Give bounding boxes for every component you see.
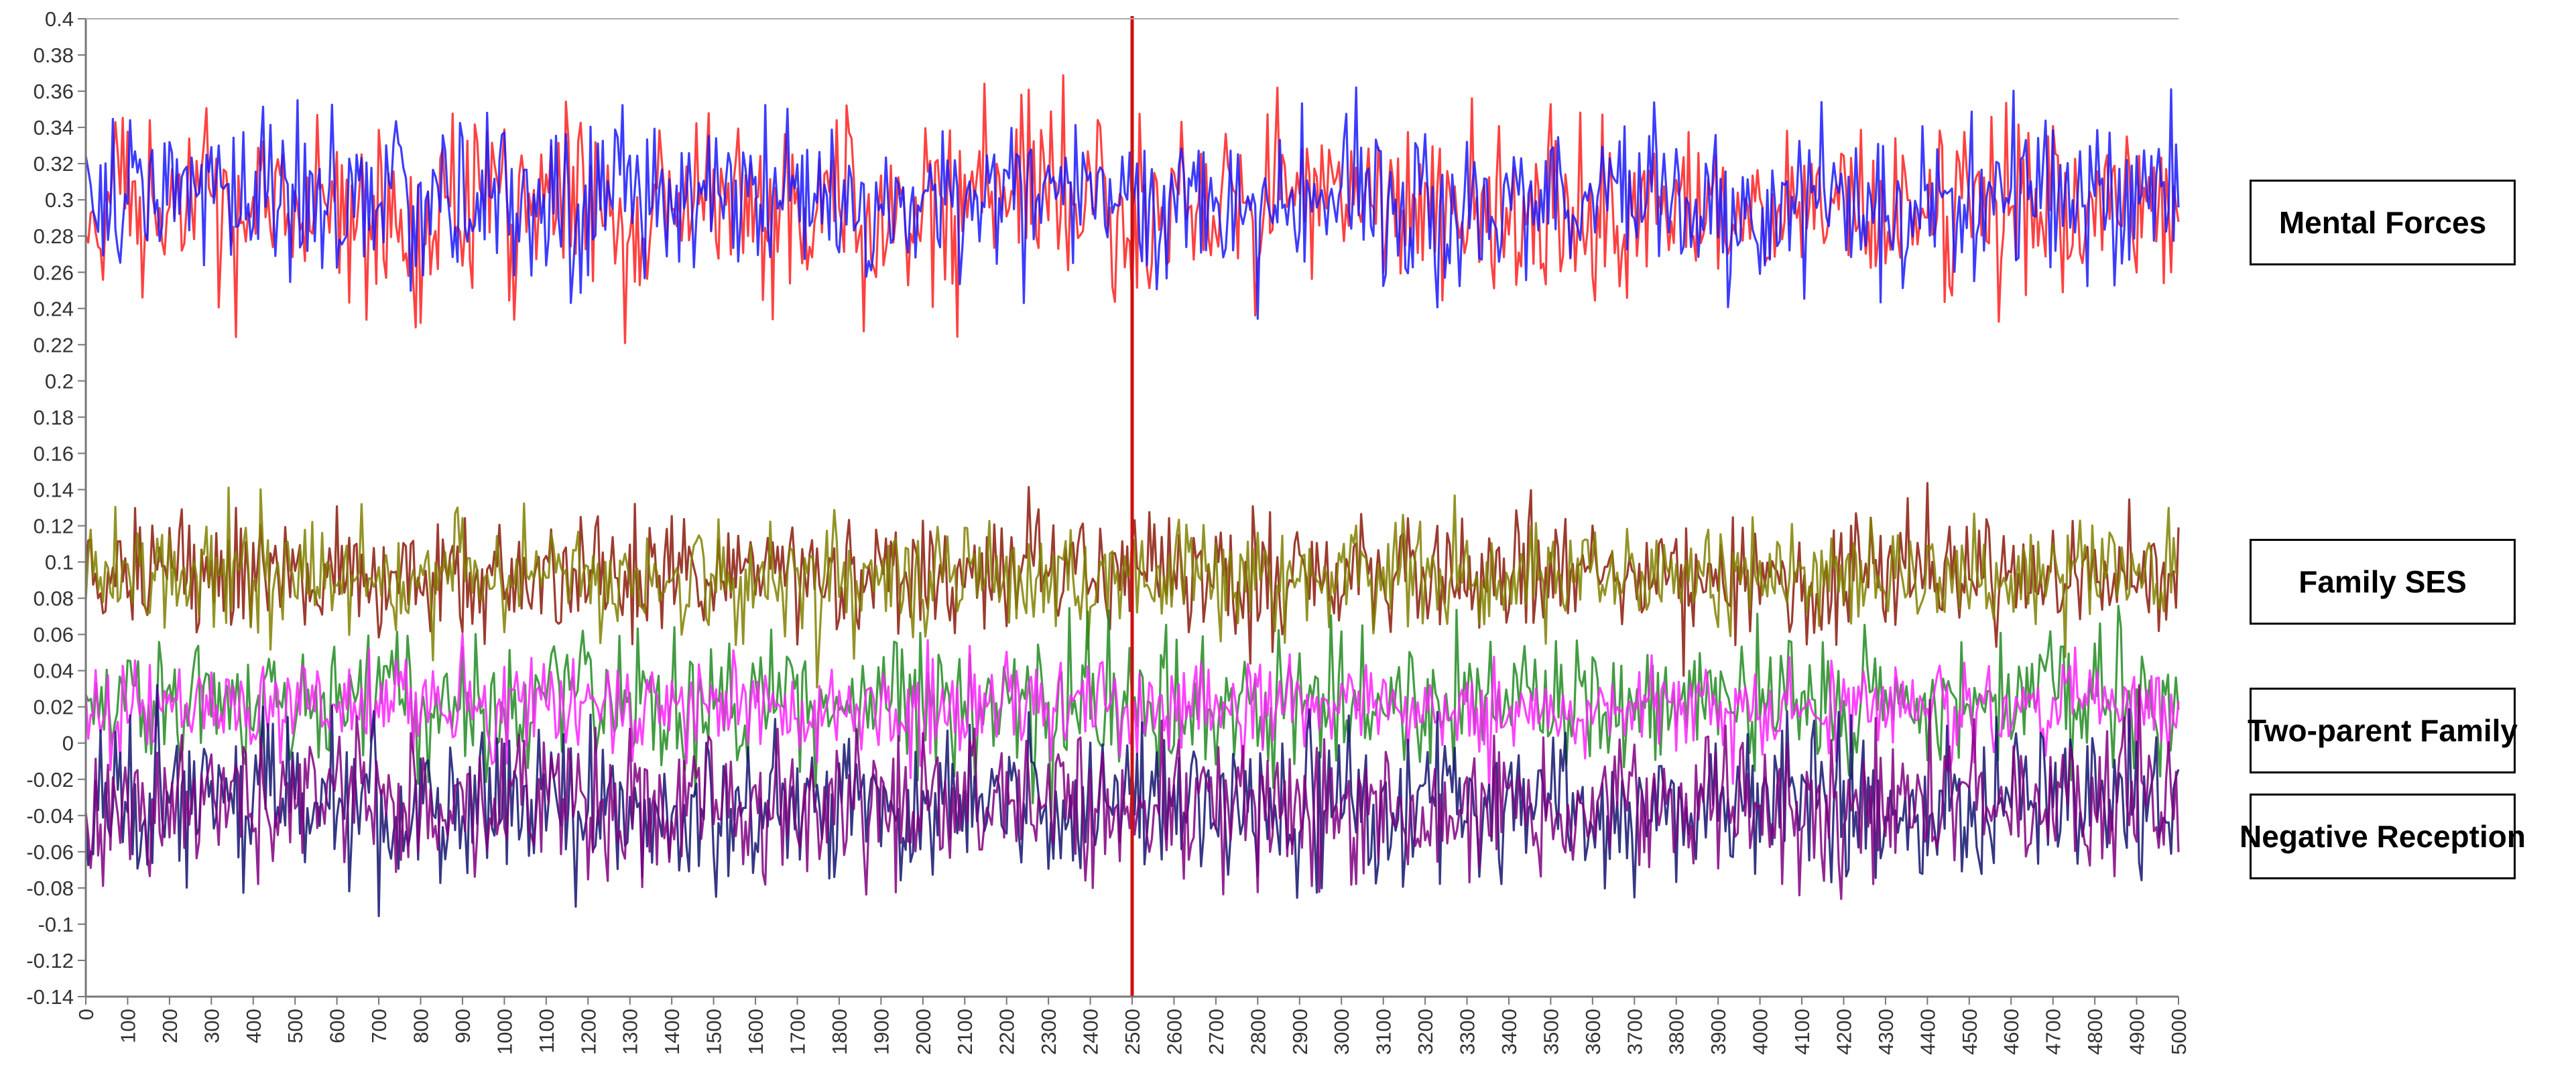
x-tick-label: 3300 [1456, 1009, 1479, 1055]
y-tick-label: -0.12 [26, 949, 74, 972]
y-tick-label: 0.1 [45, 551, 74, 574]
x-tick-label: 4800 [2083, 1009, 2107, 1055]
x-tick-label: 3800 [1665, 1009, 1689, 1055]
y-tick-label: 0.36 [34, 80, 74, 103]
y-tick-label: 0.4 [45, 7, 74, 31]
label-mental-forces: Mental Forces [2250, 180, 2516, 265]
y-tick-label: -0.08 [26, 877, 74, 900]
y-tick-label: -0.1 [38, 913, 74, 936]
x-tick-label: 2000 [912, 1009, 935, 1055]
x-tick-label: 2300 [1037, 1009, 1060, 1055]
label-negative-reception-text: Negative Reception [2240, 819, 2526, 854]
x-tick-label: 4300 [1874, 1009, 1898, 1055]
x-tick-label: 3000 [1330, 1009, 1353, 1055]
x-tick-label: 2600 [1162, 1009, 1186, 1055]
x-tick-label: 500 [284, 1009, 307, 1044]
y-tick-label: 0.3 [45, 188, 74, 212]
y-tick-label: -0.06 [26, 840, 74, 864]
x-tick-label: 3200 [1414, 1009, 1437, 1055]
y-tick-label: -0.04 [26, 804, 74, 828]
y-tick-label: 0.12 [34, 515, 74, 538]
y-tick-label: 0.34 [34, 116, 74, 139]
y-tick-label: 0.02 [34, 696, 74, 719]
x-tick-label: 1200 [576, 1009, 600, 1055]
x-tick-label: 2800 [1246, 1009, 1270, 1055]
x-tick-label: 3900 [1707, 1009, 1730, 1055]
x-tick-label: 2900 [1288, 1009, 1312, 1055]
y-tick-label: -0.02 [26, 768, 74, 792]
y-tick-label: 0.04 [34, 659, 74, 683]
x-tick-label: 4700 [2042, 1009, 2065, 1055]
x-tick-label: 1500 [702, 1009, 726, 1055]
x-tick-label: 1100 [535, 1009, 558, 1054]
y-tick-label: 0.18 [34, 405, 74, 429]
x-tick-label: 900 [451, 1009, 475, 1044]
y-tick-label: 0.14 [34, 478, 74, 501]
label-two-parent-family: Two-parent Family [2248, 688, 2518, 773]
x-tick-label: 2200 [995, 1009, 1019, 1055]
x-tick-label: 800 [410, 1009, 433, 1044]
y-tick-label: 0.16 [34, 442, 74, 465]
y-tick-label: 0.22 [34, 333, 74, 357]
x-tick-label: 2700 [1205, 1009, 1228, 1055]
label-family-ses: Family SES [2250, 539, 2516, 625]
x-tick-label: 100 [116, 1009, 139, 1044]
y-tick-label: 0.06 [34, 623, 74, 647]
x-tick-label: 400 [242, 1009, 265, 1044]
x-tick-label: 1000 [493, 1009, 516, 1055]
axis-layer: 0.4 0.38 0.36 0.34 0.32 0.3 0.28 0.26 0.24 0.22 0.… [26, 7, 2191, 1055]
label-two-parent-family-text: Two-parent Family [2248, 713, 2518, 748]
y-tick-label: 0.24 [34, 297, 74, 320]
x-tick-label: 4100 [1790, 1009, 1814, 1055]
y-tick-label: 0.38 [34, 44, 74, 67]
x-tick-label: 4400 [1916, 1009, 1939, 1055]
x-tick-label: 1700 [786, 1009, 809, 1055]
y-tick-label: 0 [62, 732, 74, 755]
x-tick-label: 2400 [1079, 1009, 1103, 1055]
x-tick-label: 0 [74, 1009, 98, 1020]
y-tick-label: 0.2 [45, 369, 74, 393]
x-tick-label: 4900 [2126, 1009, 2149, 1055]
x-tick-label: 1400 [660, 1009, 684, 1055]
x-tick-label: 300 [200, 1009, 223, 1044]
x-tick-label: 4600 [2000, 1009, 2023, 1055]
x-tick-label: 3100 [1372, 1009, 1396, 1055]
x-tick-label: 1300 [619, 1009, 642, 1055]
x-tick-label: 3400 [1497, 1009, 1521, 1055]
label-mental-forces-text: Mental Forces [2278, 205, 2487, 240]
y-tick-label: 0.26 [34, 261, 74, 284]
x-tick-label: 1800 [828, 1009, 851, 1055]
y-tick-label: 0.32 [34, 152, 74, 176]
y-tick-label: -0.14 [26, 985, 74, 1009]
x-tick-label: 200 [158, 1009, 182, 1044]
x-tick-label: 4500 [1958, 1009, 1981, 1055]
y-tick-label: 0.08 [34, 587, 74, 611]
x-tick-label: 600 [326, 1009, 349, 1044]
x-tick-label: 1600 [744, 1009, 768, 1055]
x-tick-label: 3500 [1539, 1009, 1562, 1055]
x-tick-label: 2100 [953, 1009, 977, 1055]
y-tick-label: 0.28 [34, 225, 74, 248]
x-tick-label: 3600 [1581, 1009, 1605, 1055]
x-tick-label: 700 [367, 1009, 391, 1044]
x-tick-label: 2500 [1121, 1009, 1144, 1055]
label-negative-reception: Negative Reception [2240, 794, 2526, 879]
label-family-ses-text: Family SES [2298, 564, 2467, 599]
x-tick-label: 4200 [1832, 1009, 1855, 1055]
x-tick-label: 5000 [2167, 1009, 2191, 1055]
x-tick-label: 1900 [869, 1009, 893, 1055]
x-tick-label: 4000 [1749, 1009, 1772, 1055]
x-tick-label: 3700 [1623, 1009, 1646, 1055]
